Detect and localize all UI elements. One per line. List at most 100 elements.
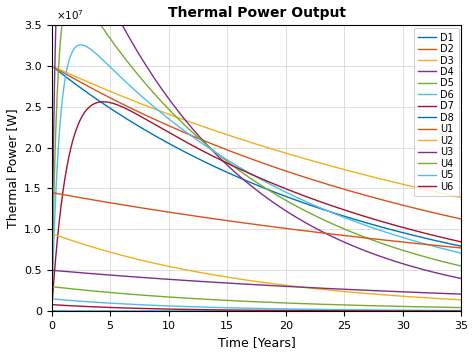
U5 xyxy=(49,297,55,301)
U5 xyxy=(451,308,456,313)
U1 xyxy=(95,199,101,203)
D3 xyxy=(406,184,412,188)
U3 xyxy=(49,268,55,272)
D6 xyxy=(120,77,126,81)
D5 xyxy=(459,264,465,268)
U5 xyxy=(406,308,412,312)
D7 xyxy=(100,100,106,104)
D3 xyxy=(49,64,55,68)
U2 xyxy=(406,295,412,299)
U2 xyxy=(49,231,55,236)
U4 xyxy=(459,305,465,310)
D1 xyxy=(95,98,101,103)
D2 xyxy=(406,205,412,209)
D8 xyxy=(206,309,211,313)
U6 xyxy=(406,309,412,313)
Line: D4: D4 xyxy=(52,0,462,311)
U6 xyxy=(206,308,211,312)
Line: D5: D5 xyxy=(52,0,462,311)
U6 xyxy=(120,306,126,310)
D3 xyxy=(120,94,126,99)
U6 xyxy=(451,309,456,313)
D2 xyxy=(459,217,465,221)
U5 xyxy=(224,306,229,310)
U3 xyxy=(224,281,229,285)
Line: D6: D6 xyxy=(52,45,462,311)
U2 xyxy=(459,298,465,302)
U2 xyxy=(95,247,101,251)
D7 xyxy=(459,240,465,244)
U4 xyxy=(120,291,126,296)
D1 xyxy=(120,114,126,119)
Line: D2: D2 xyxy=(52,66,462,219)
D5 xyxy=(451,262,456,266)
Y-axis label: Thermal Power [W]: Thermal Power [W] xyxy=(6,108,18,228)
Line: D7: D7 xyxy=(52,102,462,311)
Title: Thermal Power Output: Thermal Power Output xyxy=(167,6,346,20)
D7 xyxy=(407,227,412,231)
D7 xyxy=(224,161,229,165)
U4 xyxy=(49,284,55,289)
D2 xyxy=(451,215,456,219)
D1 xyxy=(459,244,465,248)
U6 xyxy=(95,305,101,309)
U2 xyxy=(120,253,126,258)
U5 xyxy=(459,308,465,313)
D1 xyxy=(224,170,229,174)
U1 xyxy=(406,241,412,245)
D8 xyxy=(120,309,126,313)
Line: D3: D3 xyxy=(52,66,462,197)
D4 xyxy=(49,309,55,313)
D4 xyxy=(459,277,465,281)
D1 xyxy=(49,64,55,68)
D1 xyxy=(206,162,211,166)
D8 xyxy=(224,309,229,313)
D5 xyxy=(224,159,229,163)
U1 xyxy=(206,216,211,220)
U3 xyxy=(95,272,101,276)
D5 xyxy=(206,144,212,149)
U1 xyxy=(224,218,229,223)
D6 xyxy=(78,43,84,47)
U2 xyxy=(224,275,229,279)
Line: U6: U6 xyxy=(52,305,462,311)
D6 xyxy=(96,54,101,58)
D3 xyxy=(459,195,465,200)
D5 xyxy=(407,250,412,255)
U3 xyxy=(120,274,126,278)
U3 xyxy=(206,280,211,284)
D1 xyxy=(406,232,412,236)
D2 xyxy=(224,148,229,152)
D1 xyxy=(451,242,456,247)
D2 xyxy=(49,64,55,68)
D4 xyxy=(224,163,229,167)
Line: U1: U1 xyxy=(52,192,462,248)
U3 xyxy=(451,292,456,296)
U6 xyxy=(49,302,55,307)
D6 xyxy=(459,251,465,255)
D4 xyxy=(120,24,126,28)
D6 xyxy=(206,146,212,150)
D3 xyxy=(95,84,101,88)
Text: $\times10^7$: $\times10^7$ xyxy=(55,8,84,22)
Line: U4: U4 xyxy=(52,286,462,307)
D5 xyxy=(49,309,55,313)
X-axis label: Time [Years]: Time [Years] xyxy=(218,337,295,349)
U1 xyxy=(120,203,126,207)
D3 xyxy=(451,194,456,198)
U3 xyxy=(459,292,465,296)
D3 xyxy=(206,126,211,131)
D2 xyxy=(206,141,211,145)
D7 xyxy=(206,152,212,156)
D2 xyxy=(95,89,101,94)
U4 xyxy=(406,305,412,309)
D7 xyxy=(451,238,456,242)
D6 xyxy=(224,157,229,162)
Line: U5: U5 xyxy=(52,299,462,311)
U5 xyxy=(95,300,101,305)
D4 xyxy=(206,145,212,149)
D8 xyxy=(49,309,55,313)
U1 xyxy=(49,190,55,195)
D8 xyxy=(406,309,412,313)
U6 xyxy=(224,308,229,312)
